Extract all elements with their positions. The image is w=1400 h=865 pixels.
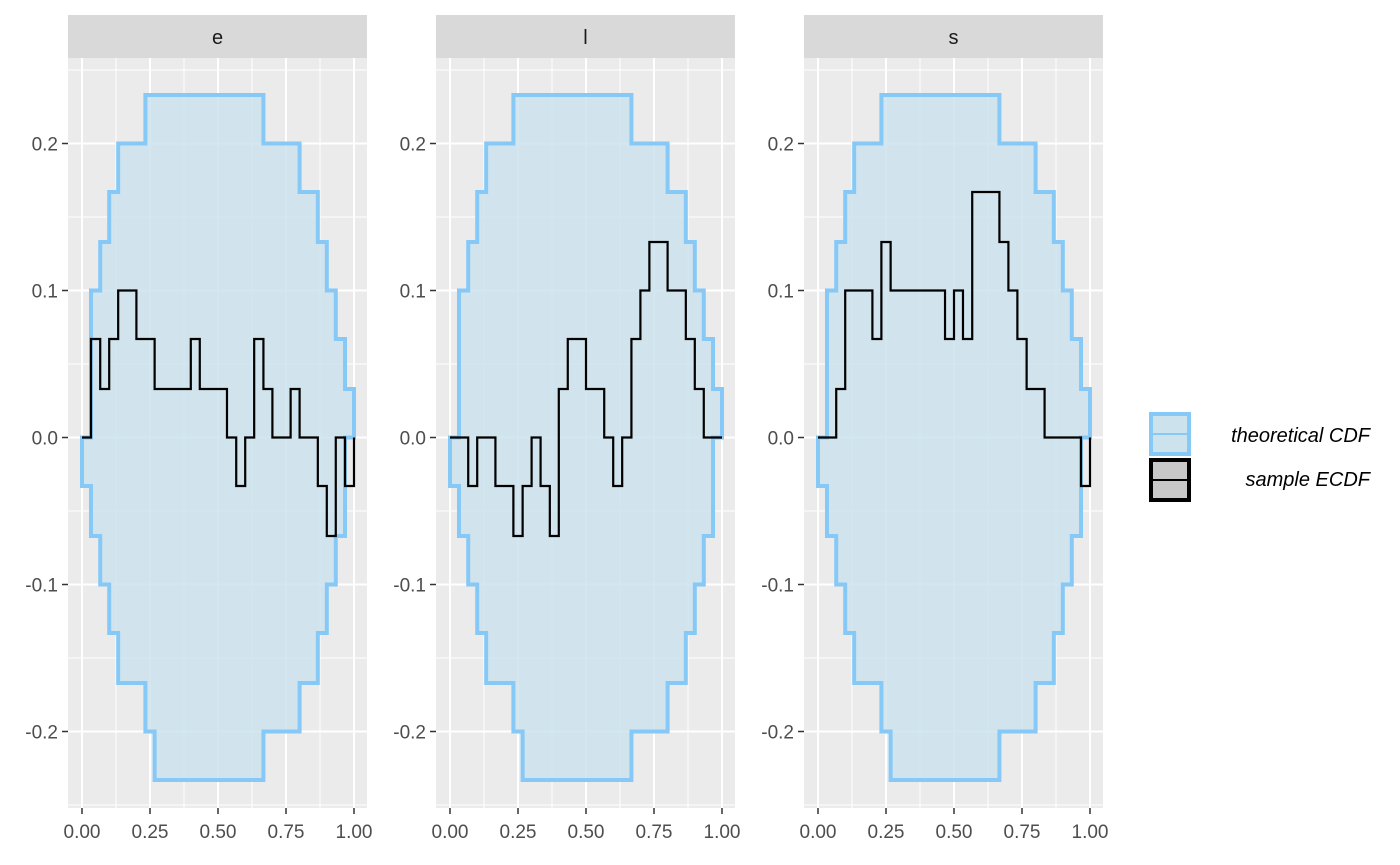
facet-strip-label: s bbox=[949, 27, 959, 49]
x-tick-label: 1.00 bbox=[336, 822, 373, 843]
sample-ecdf-line bbox=[82, 289, 356, 538]
x-tick-label: 0.25 bbox=[500, 822, 537, 843]
y-tick-label: -0.2 bbox=[761, 723, 794, 744]
x-tick-label: 0.50 bbox=[200, 822, 237, 843]
x-tick-label: 1.00 bbox=[704, 822, 741, 843]
facet-strip-label: l bbox=[583, 27, 587, 49]
x-tick-label: 0.50 bbox=[568, 822, 605, 843]
x-tick-label: 0.75 bbox=[268, 822, 305, 843]
facet-panel-s: s 0.00 0.25 0.50 0.75 1.00 -0.2 -0.1 0.0 0.1 0.2 bbox=[761, 15, 1108, 843]
y-tick-label: 0.2 bbox=[400, 135, 426, 156]
theoretical-cdf-band bbox=[816, 92, 1092, 783]
y-tick-label: -0.1 bbox=[25, 576, 58, 597]
legend-label-sample-ecdf: sample ECDF bbox=[1246, 469, 1372, 491]
legend: theoretical CDF sample ECDF bbox=[1149, 412, 1372, 502]
y-tick-label: 0.0 bbox=[768, 429, 794, 450]
x-tick-label: 0.00 bbox=[432, 822, 469, 843]
x-tick-label: 0.50 bbox=[936, 822, 973, 843]
y-tick-label: 0.0 bbox=[32, 429, 58, 450]
theoretical-cdf-band bbox=[80, 92, 356, 783]
y-tick-label: -0.1 bbox=[761, 576, 794, 597]
y-tick-label: 0.1 bbox=[32, 282, 58, 303]
facet-strip bbox=[804, 15, 1103, 58]
x-tick-label: 0.75 bbox=[1004, 822, 1041, 843]
legend-item-theoretical-cdf: theoretical CDF bbox=[1149, 412, 1372, 456]
y-tick-label: -0.2 bbox=[25, 723, 58, 744]
legend-label-theoretical-cdf: theoretical CDF bbox=[1231, 425, 1372, 447]
x-tick-label: 1.00 bbox=[1072, 822, 1109, 843]
facet-panel-e: e 0.00 0.25 0.50 0.75 1.00 -0.2 -0.1 0.0 0.1 0.2 bbox=[25, 15, 372, 843]
legend-item-sample-ecdf: sample ECDF bbox=[1149, 458, 1372, 502]
facet-panel-l: l 0.00 0.25 0.50 0.75 1.00 -0.2 -0.1 0.0 0.1 0.2 bbox=[393, 15, 740, 843]
y-tick-label: 0.0 bbox=[400, 429, 426, 450]
x-tick-label: 0.25 bbox=[132, 822, 169, 843]
y-tick-label: 0.1 bbox=[768, 282, 794, 303]
y-tick-label: -0.2 bbox=[393, 723, 426, 744]
facet-strip-label: e bbox=[212, 27, 223, 49]
y-tick-label: 0.2 bbox=[768, 135, 794, 156]
y-tick-label: 0.1 bbox=[400, 282, 426, 303]
facet-strip bbox=[68, 15, 367, 58]
x-tick-label: 0.75 bbox=[636, 822, 673, 843]
x-tick-label: 0.00 bbox=[64, 822, 101, 843]
facet-panels: e 0.00 0.25 0.50 0.75 1.00 -0.2 -0.1 0.0 0.1 0.2 l 0… bbox=[25, 15, 1108, 843]
y-tick-label: 0.2 bbox=[32, 135, 58, 156]
x-tick-label: 0.25 bbox=[868, 822, 905, 843]
sample-ecdf-line bbox=[450, 240, 722, 538]
y-tick-label: -0.1 bbox=[393, 576, 426, 597]
facet-strip bbox=[436, 15, 735, 58]
sample-ecdf-line bbox=[818, 190, 1092, 488]
x-tick-label: 0.00 bbox=[800, 822, 837, 843]
